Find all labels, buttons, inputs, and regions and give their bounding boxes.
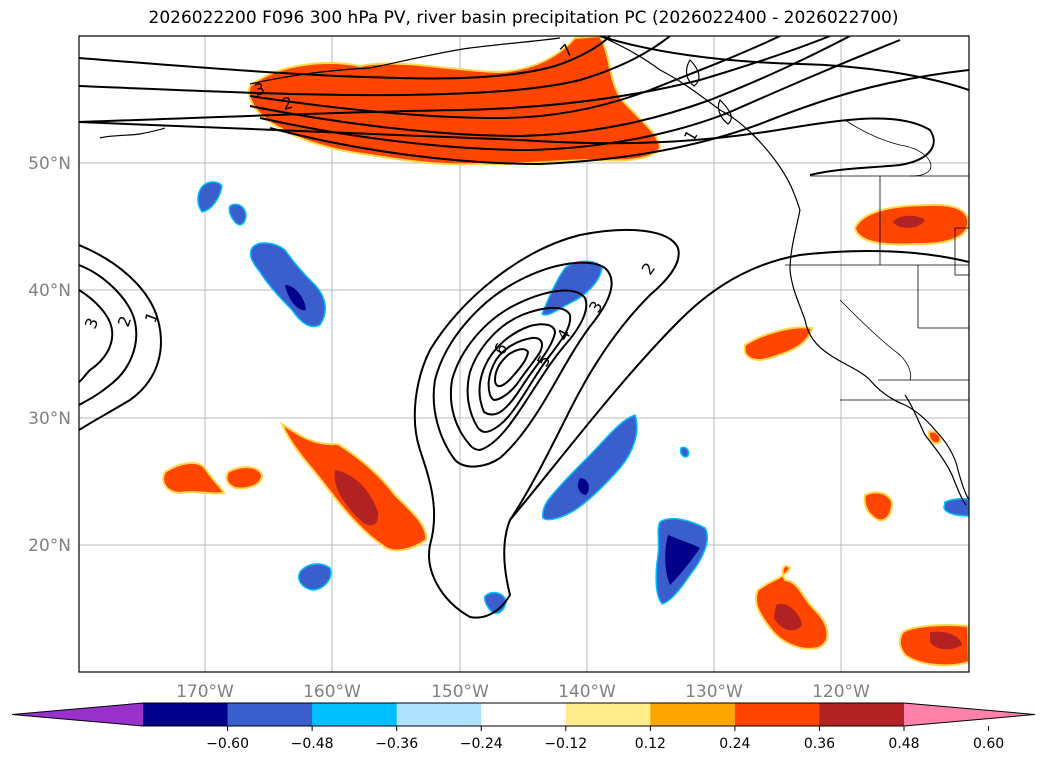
lon-label: 150°W xyxy=(431,682,489,702)
colorbar-tick-label: −0.36 xyxy=(375,736,418,752)
colorbar-extend-low xyxy=(12,703,143,726)
contour-label: 2 xyxy=(280,93,295,114)
colorbar-extend-high xyxy=(904,703,1035,726)
colorbar-tick-label: 0.60 xyxy=(973,736,1004,752)
lat-label: 20°N xyxy=(28,536,71,556)
colorbar-segment xyxy=(143,703,229,726)
colorbar-tick-label: 0.36 xyxy=(804,736,835,752)
lon-label: 160°W xyxy=(303,682,361,702)
colorbar-tick-label: −0.48 xyxy=(291,736,334,752)
colorbar-segment xyxy=(312,703,398,726)
colorbar-segment xyxy=(396,703,482,726)
colorbar-tick-label: −0.12 xyxy=(544,736,587,752)
lon-label: 120°W xyxy=(812,682,870,702)
chart-title: 2026022200 F096 300 hPa PV, river basin … xyxy=(148,8,899,28)
colorbar-segment xyxy=(650,703,736,726)
lat-label: 40°N xyxy=(28,281,71,301)
pv-contours xyxy=(79,36,969,619)
colorbar: −0.60 −0.48 −0.36 −0.24 −0.12 0.12 0.24 0.36 0.4… xyxy=(11,702,1036,752)
colorbar-segment xyxy=(481,703,567,726)
colorbar-tick-label: −0.24 xyxy=(460,736,503,752)
lat-label: 50°N xyxy=(28,154,71,174)
colorbar-tick-label: 0.12 xyxy=(635,736,666,752)
colorbar-tick-label: 0.24 xyxy=(719,736,750,752)
lat-label: 30°N xyxy=(28,409,71,429)
contour-label: 3 xyxy=(252,79,267,100)
colorbar-outline xyxy=(11,702,1036,727)
latitude-labels: 50°N 40°N 30°N 20°N xyxy=(28,154,71,556)
colorbar-segment xyxy=(565,703,651,726)
map-frame xyxy=(78,35,970,673)
political-borders xyxy=(785,119,969,401)
lon-label: 170°W xyxy=(176,682,234,702)
colorbar-tick-label: −0.60 xyxy=(206,736,249,752)
lon-label: 140°W xyxy=(558,682,616,702)
precip-positive-anomalies xyxy=(162,36,969,667)
lon-label: 130°W xyxy=(685,682,743,702)
precip-negative-anomalies xyxy=(197,181,969,614)
colorbar-segment xyxy=(227,703,313,726)
colorbar-segment xyxy=(819,703,905,726)
longitude-labels: 170°W 160°W 150°W 140°W 130°W 120°W xyxy=(176,682,870,702)
colorbar-segment xyxy=(734,703,820,726)
colorbar-tick-label: 0.48 xyxy=(888,736,919,752)
